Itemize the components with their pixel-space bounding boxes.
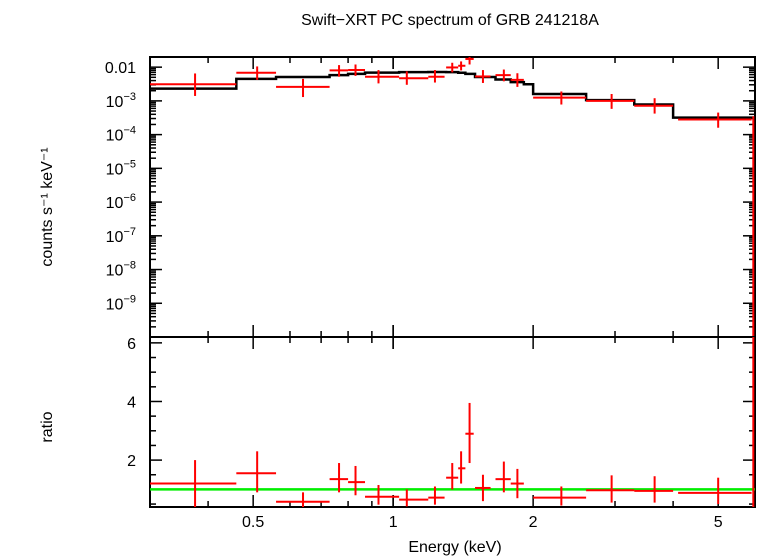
count-rate-y-tick-label: 10−7 bbox=[106, 226, 136, 246]
y-tick-base: 10 bbox=[106, 94, 124, 111]
y-tick-base: 10 bbox=[106, 161, 124, 178]
ratio-y-tick-label: 6 bbox=[127, 336, 136, 353]
count-rate-data-point bbox=[495, 69, 511, 82]
count-rate-data-point bbox=[533, 91, 587, 105]
y-tick-exponent: −6 bbox=[123, 192, 136, 204]
ratio-data-point bbox=[348, 465, 366, 496]
count-rate-y-tick-label: 10−4 bbox=[106, 125, 136, 145]
x-tick-label: 5 bbox=[714, 514, 723, 531]
ratio-data-point bbox=[446, 463, 459, 490]
count-rate-data-point bbox=[150, 73, 237, 96]
y-tick-base: 10 bbox=[106, 128, 124, 145]
ratio-panel-frame bbox=[149, 336, 756, 508]
ratio-data-point bbox=[678, 477, 752, 505]
ratio-y-tick-label: 2 bbox=[127, 453, 136, 470]
ratio-data-point bbox=[365, 485, 400, 505]
x-tick-label: 1 bbox=[389, 514, 398, 531]
count-rate-y-tick-label: 0.01 bbox=[105, 60, 136, 77]
x-axis-label: Energy (keV) bbox=[408, 539, 501, 556]
count-rate-panel-ticks bbox=[149, 56, 756, 338]
ratio-data-point bbox=[634, 476, 674, 503]
count-rate-data-point bbox=[458, 61, 466, 71]
count-rate-data-point bbox=[365, 70, 400, 84]
chart-title: Swift−XRT PC spectrum of GRB 241218A bbox=[301, 12, 599, 29]
ratio-y-tick-label: 4 bbox=[127, 394, 136, 411]
ratio-data-point bbox=[495, 461, 511, 493]
y-tick-exponent: −7 bbox=[123, 226, 136, 238]
y-tick-exponent: −4 bbox=[123, 125, 136, 137]
x-tick-label: 0.5 bbox=[242, 514, 264, 531]
count-rate-data-point bbox=[475, 70, 491, 83]
ratio-data-point bbox=[236, 451, 277, 493]
ratio-y-axis-label: ratio bbox=[39, 411, 56, 442]
count-rate-y-tick-label: 10−5 bbox=[106, 158, 136, 178]
ratio-data-point bbox=[329, 463, 349, 493]
ratio-data-point bbox=[399, 489, 429, 507]
y-tick-exponent: −5 bbox=[123, 158, 136, 170]
count-rate-data-point bbox=[465, 57, 474, 65]
model-curve-group bbox=[150, 70, 755, 119]
y-tick-base: 0.01 bbox=[105, 60, 136, 77]
ratio-data-point bbox=[586, 475, 635, 503]
y-tick-base: 10 bbox=[106, 229, 124, 246]
ratio-data-point bbox=[276, 492, 330, 507]
ratio-data-point bbox=[150, 460, 237, 507]
count-rate-y-tick-label: 10−9 bbox=[106, 293, 136, 313]
count-rate-y-tick-label: 10−8 bbox=[106, 260, 136, 280]
ratio-data-point bbox=[458, 451, 466, 484]
count-rate-data-point bbox=[634, 98, 674, 114]
ratio-data-point bbox=[428, 486, 445, 505]
y-tick-base: 10 bbox=[106, 263, 124, 280]
count-rate-data-point bbox=[236, 66, 277, 80]
ratio-data-point bbox=[533, 486, 587, 506]
count-rate-panel-frame bbox=[149, 56, 756, 338]
count-rate-data-point bbox=[586, 93, 635, 109]
count-rate-data-point bbox=[276, 78, 330, 98]
count-rate-y-tick-label: 10−3 bbox=[106, 91, 136, 111]
count-rate-data-point bbox=[446, 62, 459, 73]
count-rate-data-point bbox=[510, 73, 524, 87]
model-step-curve bbox=[150, 70, 755, 119]
count-rate-data-group bbox=[150, 57, 755, 337]
y-tick-exponent: −9 bbox=[123, 293, 136, 305]
y-tick-base: 10 bbox=[106, 296, 124, 313]
ratio-data-point bbox=[465, 402, 474, 464]
count-rate-y-tick-label: 10−6 bbox=[106, 192, 136, 212]
x-tick-labels: 0.5 1 2 5 bbox=[242, 514, 723, 531]
y-tick-exponent: −3 bbox=[123, 91, 136, 103]
y-tick-base: 10 bbox=[106, 195, 124, 212]
count-rate-data-point bbox=[428, 70, 445, 83]
count-rate-data-point bbox=[399, 71, 429, 85]
x-tick-label: 2 bbox=[529, 514, 538, 531]
y-tick-exponent: −8 bbox=[123, 260, 136, 272]
ratio-panel: 2 4 6 ratio bbox=[39, 336, 756, 508]
ratio-data-group bbox=[150, 337, 755, 507]
count-rate-y-axis-label: counts s⁻¹ keV⁻¹ bbox=[39, 147, 56, 266]
ratio-data-point bbox=[510, 468, 524, 499]
ratio-data-point bbox=[475, 474, 491, 502]
count-rate-data-point bbox=[678, 112, 752, 128]
ratio-y-tick-labels: 2 4 6 bbox=[127, 336, 136, 470]
count-rate-data-point bbox=[329, 65, 349, 77]
count-rate-data-point bbox=[348, 64, 366, 76]
